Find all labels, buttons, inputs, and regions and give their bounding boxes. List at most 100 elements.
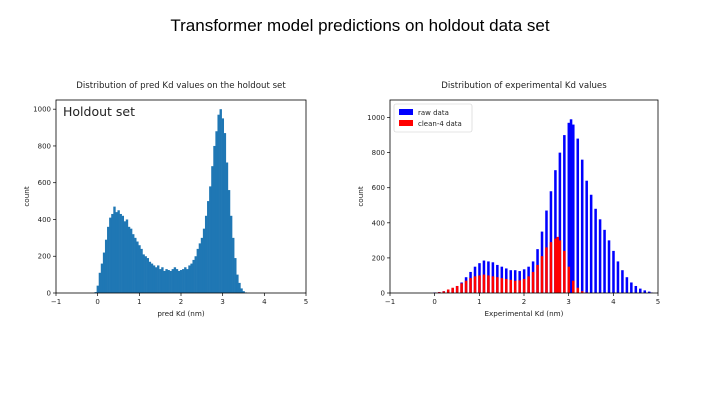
histogram-bar	[144, 256, 147, 293]
histogram-bar	[612, 250, 615, 293]
histogram-bar	[572, 280, 575, 293]
histogram-bar	[236, 274, 239, 293]
y-axis-label: count	[356, 186, 365, 206]
histogram-bar	[127, 226, 131, 293]
histogram-bar	[589, 194, 593, 293]
histogram-bar	[117, 210, 120, 293]
plot-frame	[55, 99, 307, 294]
histogram-bar	[513, 280, 517, 293]
histogram-bar	[518, 280, 521, 293]
y-tick-label: 0	[47, 290, 51, 298]
x-tick-label: 1	[477, 298, 481, 306]
histogram-bar	[505, 278, 508, 293]
histogram-bar	[179, 270, 183, 293]
histogram-bar	[165, 269, 168, 293]
histogram-bar	[464, 280, 468, 293]
histogram-bar	[482, 274, 486, 293]
legend-swatch	[399, 109, 413, 115]
histogram-bar	[556, 236, 559, 293]
histogram-bar	[643, 290, 647, 293]
histogram-bar	[207, 201, 210, 293]
y-tick-label: 400	[372, 219, 385, 227]
histogram-bar	[540, 256, 544, 293]
x-tick-label: 3	[220, 298, 224, 306]
histogram-bar	[572, 124, 575, 294]
histogram-bar	[567, 266, 571, 293]
x-axis-label: pred Kd (nm)	[157, 309, 205, 318]
histogram-bar	[545, 247, 548, 293]
histogram-bar	[173, 267, 177, 293]
histogram-bar	[509, 279, 513, 293]
histogram-bar	[238, 282, 241, 293]
chart-title: Distribution of experimental Kd values	[441, 81, 607, 91]
histogram-bar	[132, 234, 135, 293]
histogram-bar	[580, 159, 584, 293]
histogram-bar	[500, 278, 504, 293]
histogram-bar	[569, 119, 573, 293]
histogram-bar	[567, 122, 571, 294]
bar-series-group	[94, 109, 247, 293]
histogram-bar	[159, 269, 162, 293]
histogram-bar	[125, 219, 129, 293]
histogram-bar	[455, 285, 459, 293]
histogram-bar	[221, 118, 225, 293]
histogram-bar	[621, 270, 624, 293]
histogram-bar	[150, 263, 154, 293]
chart-experimental-kd: Distribution of experimental Kd values −1…	[356, 81, 660, 318]
histogram-bar	[182, 269, 185, 293]
histogram-bar	[202, 228, 206, 293]
histogram-bar	[140, 248, 143, 293]
histogram-bar	[119, 213, 122, 293]
histogram-bar	[134, 237, 137, 293]
x-tick-label: 0	[95, 298, 99, 306]
x-tick-label: −1	[51, 298, 61, 306]
histogram-bar	[639, 288, 642, 293]
histogram-bar	[96, 285, 100, 293]
y-tick-label: 800	[372, 149, 385, 157]
histogram-bar	[163, 270, 166, 293]
histogram-bar	[177, 270, 181, 293]
histogram-bar	[192, 259, 195, 293]
histogram-bar	[576, 287, 580, 293]
histogram-bar	[469, 278, 472, 293]
histogram-bar	[198, 243, 202, 293]
histogram-bar	[630, 282, 633, 293]
histogram-bar	[225, 162, 229, 293]
histogram-bar	[558, 240, 562, 293]
histogram-bar	[522, 278, 526, 293]
histogram-bar	[576, 138, 580, 293]
x-tick-label: 5	[656, 298, 660, 306]
histogram-bar	[634, 285, 638, 293]
histogram-bar	[438, 292, 441, 293]
histogram-bar	[217, 114, 220, 293]
histogram-bar	[473, 276, 477, 293]
x-tick-label: 5	[304, 298, 308, 306]
histogram-bar	[227, 190, 231, 293]
histogram-bar	[100, 263, 104, 293]
histogram-bar	[209, 186, 212, 293]
histogram-bar	[113, 206, 116, 293]
histogram-bar	[478, 275, 481, 293]
histogram-bar	[603, 229, 606, 293]
y-tick-label: 200	[38, 253, 51, 261]
histogram-bar	[219, 109, 222, 293]
x-tick-label: 4	[262, 298, 267, 306]
histogram-bar	[123, 221, 127, 293]
x-tick-label: 0	[432, 298, 436, 306]
histogram-bar	[607, 240, 611, 293]
histogram-bar	[536, 264, 539, 293]
x-tick-label: 1	[137, 298, 141, 306]
histogram-bar	[213, 145, 216, 293]
chart-pred-kd: Distribution of pred Kd values on the ho…	[22, 81, 308, 318]
histogram-bar	[625, 277, 629, 293]
histogram-bar	[115, 212, 118, 293]
histogram-bar	[102, 252, 106, 293]
histogram-bar	[175, 269, 179, 293]
histogram-bar	[107, 226, 110, 293]
x-tick-label: 3	[566, 298, 570, 306]
y-tick-label: 800	[38, 142, 51, 150]
histogram-bar	[496, 277, 499, 293]
histogram-bar	[460, 283, 463, 293]
histogram-bar	[169, 270, 172, 293]
histogram-bar	[111, 213, 114, 293]
